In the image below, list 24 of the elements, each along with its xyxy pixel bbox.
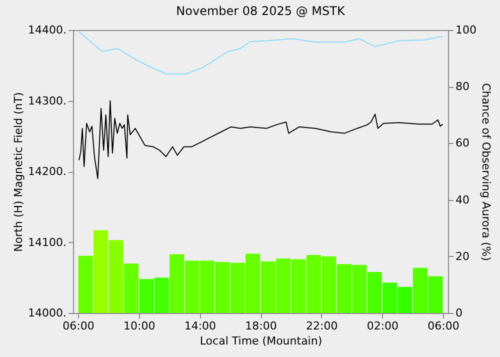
y2-tick-label: 40 — [456, 193, 470, 206]
x-tick-label: 14:00 — [184, 320, 216, 332]
x-tick-label: 22:00 — [306, 320, 338, 332]
chart-title: November 08 2025 @ MSTK — [176, 4, 346, 18]
y2-tick-label: 100 — [456, 24, 476, 36]
x-tick-label: 10:00 — [123, 320, 156, 332]
y-tick-label: 14300. — [28, 94, 66, 108]
y2-axis-title: Chance of Observing Aurora (%) — [479, 83, 492, 261]
x-tick-label: 06:00 — [428, 320, 460, 332]
line-series — [78, 100, 444, 180]
y2-tick-label: 60 — [456, 136, 470, 150]
x-axis-title: Local Time (Mountain) — [200, 334, 322, 348]
y2-tick-label: 20 — [456, 250, 470, 263]
y-tick-label: 14100. — [28, 236, 66, 249]
line-series — [78, 31, 444, 74]
x-tick-label: 02:00 — [366, 320, 399, 332]
y-tick-label: 14200. — [28, 165, 66, 178]
y2-tick-label: 80 — [456, 80, 470, 94]
y2-tick-label: 0 — [456, 306, 462, 320]
y-tick-label: 14400. — [28, 24, 66, 36]
x-tick-label: 06:00 — [62, 320, 94, 332]
x-tick-label: 18:00 — [245, 320, 277, 332]
y-axis-title: North (H) Magnetic Field (nT) — [12, 92, 26, 252]
y-tick-label: 14000. — [28, 306, 66, 320]
